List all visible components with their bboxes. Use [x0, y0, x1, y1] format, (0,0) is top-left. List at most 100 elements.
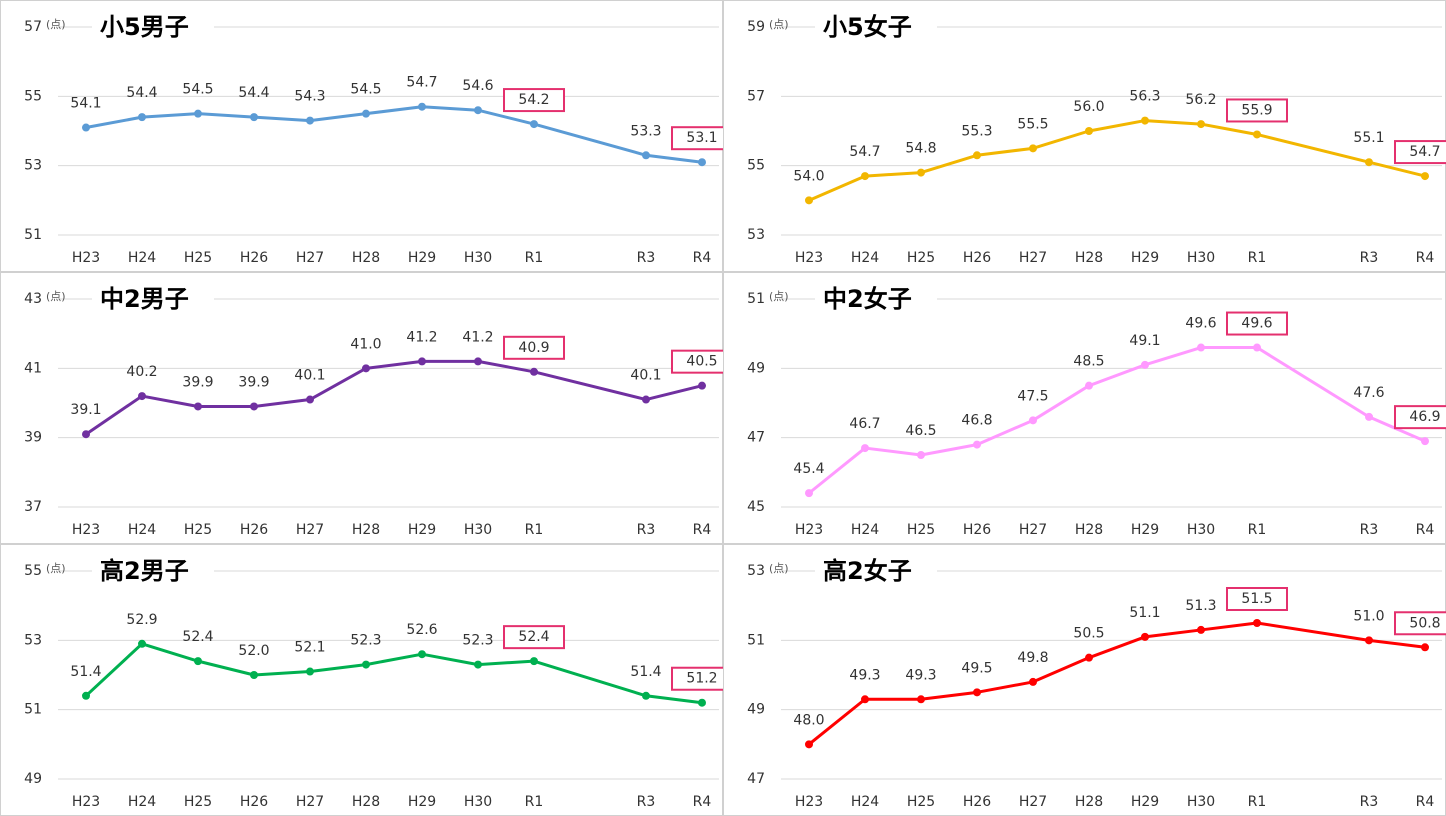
data-point: [82, 691, 90, 700]
data-point: [306, 116, 314, 125]
value-label: 56.0: [1073, 99, 1104, 115]
data-point: [530, 657, 538, 666]
x-tick-label: H30: [464, 794, 492, 810]
data-point: [194, 109, 202, 118]
x-tick-label: H23: [72, 250, 100, 266]
title-backdrop: [815, 11, 937, 43]
line-segment: [1087, 363, 1147, 388]
x-tick-label: H26: [240, 522, 268, 538]
x-tick-label: H26: [240, 794, 268, 810]
y-tick-label: 57: [24, 19, 42, 35]
highlight-box: [1226, 98, 1288, 123]
x-tick-label: H25: [907, 250, 935, 266]
x-tick-label: H30: [1187, 794, 1215, 810]
line-segment: [1031, 384, 1091, 422]
x-tick-label: H24: [128, 522, 156, 538]
line-chart: 51 53 55 57 (点) 小5男子 H23 H24 H25 H26 H27 H28 H29 H30 R…: [0, 0, 723, 272]
y-tick-label: 47: [747, 771, 765, 787]
data-point: [1141, 360, 1149, 369]
x-tick-label: H30: [464, 522, 492, 538]
highlight-box: [671, 126, 723, 151]
line-segment: [644, 694, 704, 705]
y-tick-label: 53: [24, 632, 42, 648]
x-tick-label: H28: [352, 250, 380, 266]
value-label: 41.2: [406, 329, 437, 345]
value-label: 41.2: [462, 329, 493, 345]
value-label: 46.8: [961, 413, 992, 429]
x-tick-label: H23: [72, 522, 100, 538]
x-tick-label: H30: [1187, 522, 1215, 538]
highlight-box: [1394, 611, 1446, 636]
line-segment: [364, 105, 424, 116]
x-tick-label: H29: [1131, 522, 1159, 538]
x-tick-label: H27: [1019, 794, 1047, 810]
data-point: [1141, 116, 1149, 125]
line-segment: [420, 652, 480, 667]
value-label: 51.4: [70, 664, 101, 680]
value-label: 49.6: [1185, 316, 1216, 332]
value-label: 54.5: [350, 82, 381, 98]
highlight-box: [1394, 140, 1446, 165]
chart-title: 高2女子: [823, 557, 912, 585]
line-segment: [1367, 638, 1427, 649]
x-tick-label: H24: [851, 522, 879, 538]
highlight-box: [503, 88, 565, 113]
x-tick-label: R1: [1248, 522, 1267, 538]
value-label: 54.0: [793, 168, 824, 184]
unit-label: (点): [769, 18, 789, 31]
line-segment: [975, 680, 1035, 694]
line-segment: [196, 659, 256, 677]
y-tick-label: 53: [747, 227, 765, 243]
line-segment: [807, 697, 867, 746]
line-chart: 47 49 51 53 (点) 高2女子 H23 H24 H25 H26 H27 H28 H29 H30 R…: [723, 544, 1446, 816]
value-label: 52.9: [126, 612, 157, 628]
y-tick-label: 55: [24, 563, 42, 579]
line-segment: [308, 663, 368, 674]
data-point: [138, 392, 146, 401]
data-point: [138, 639, 146, 648]
value-label: 52.4: [182, 629, 213, 645]
value-label: 46.5: [905, 423, 936, 439]
chart-title: 小5女子: [823, 13, 912, 41]
value-label: 52.3: [462, 633, 493, 649]
value-label: 40.1: [630, 368, 661, 384]
x-tick-label: R3: [637, 250, 656, 266]
chart-title: 小5男子: [100, 13, 189, 41]
x-tick-label: H23: [795, 522, 823, 538]
x-tick-label: R4: [693, 522, 712, 538]
value-label: 54.8: [905, 141, 936, 157]
value-label: 50.5: [1073, 626, 1104, 642]
x-tick-label: H29: [1131, 794, 1159, 810]
x-tick-label: R1: [525, 250, 544, 266]
y-tick-label: 43: [24, 291, 42, 307]
highlight-box: [1394, 405, 1446, 430]
x-tick-label: R4: [1416, 794, 1435, 810]
line-segment: [1087, 119, 1147, 133]
line-chart: 37 39 41 43 (点) 中2男子 H23 H24 H25 H26 H27 H28 H29 H30 R…: [0, 272, 723, 544]
data-point: [82, 123, 90, 132]
x-tick-label: H30: [1187, 250, 1215, 266]
x-tick-label: H26: [963, 522, 991, 538]
unit-label: (点): [46, 562, 66, 575]
data-point: [642, 691, 650, 700]
line-segment: [863, 446, 923, 457]
data-point: [362, 109, 370, 118]
x-tick-label: R3: [1360, 250, 1379, 266]
value-label: 49.3: [849, 667, 880, 683]
line-segment: [807, 174, 867, 202]
data-point: [642, 151, 650, 160]
x-tick-label: H27: [296, 522, 324, 538]
y-tick-label: 41: [24, 360, 42, 376]
data-point: [1365, 158, 1373, 167]
panel-border: [0, 272, 723, 544]
line-segment: [308, 366, 368, 402]
value-label: 51.2: [686, 671, 717, 687]
highlight-box: [1226, 587, 1288, 611]
y-tick-label: 45: [747, 499, 765, 515]
line-segment: [252, 398, 312, 408]
x-tick-label: H25: [184, 522, 212, 538]
line-segment: [532, 122, 648, 157]
data-point: [250, 671, 258, 679]
value-label: 54.3: [294, 89, 325, 105]
x-tick-label: H30: [464, 250, 492, 266]
